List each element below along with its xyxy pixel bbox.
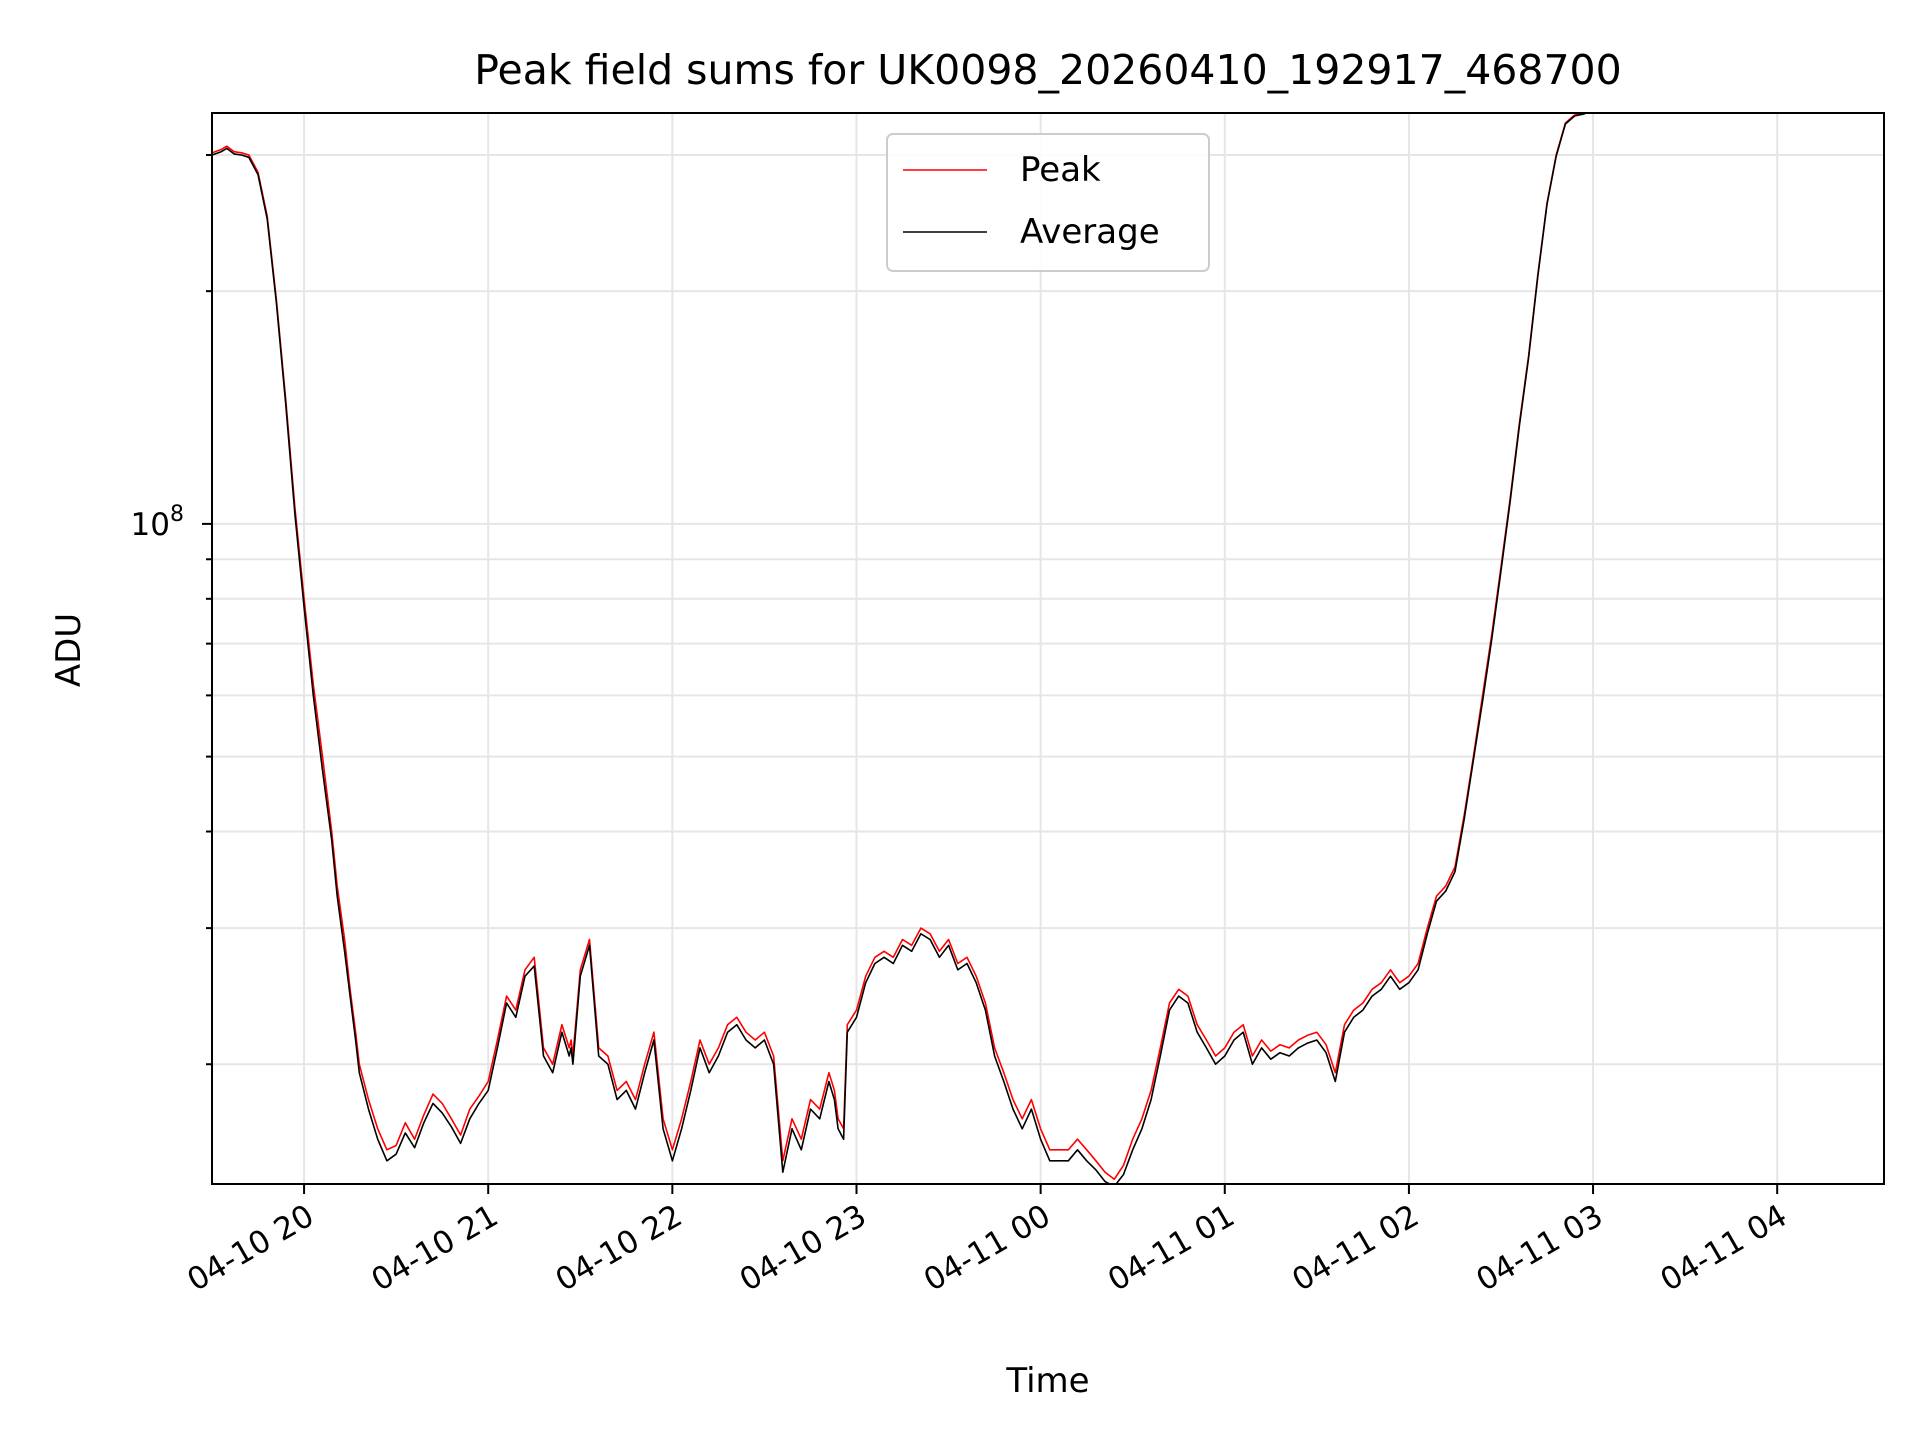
legend-peak-label: Peak [1020,150,1101,190]
y-tick-label: 108 [131,502,184,543]
legend-average-label: Average [1020,212,1160,252]
series-line-average [212,113,1588,1184]
y-tick-label-base: 10 [131,507,170,543]
legend-box [886,133,1210,272]
y-axis: 108 [131,154,212,1066]
y-tick-label-exponent: 8 [170,502,184,527]
plot-frame [211,112,1885,1185]
legend: Peak Average [886,133,1210,272]
x-axis-title: Time [1005,1361,1089,1401]
chart-title: Peak field sums for UK0098_20260410_1929… [474,46,1621,94]
y-axis-title: ADU [49,613,89,687]
grid-lines [212,113,1884,1184]
